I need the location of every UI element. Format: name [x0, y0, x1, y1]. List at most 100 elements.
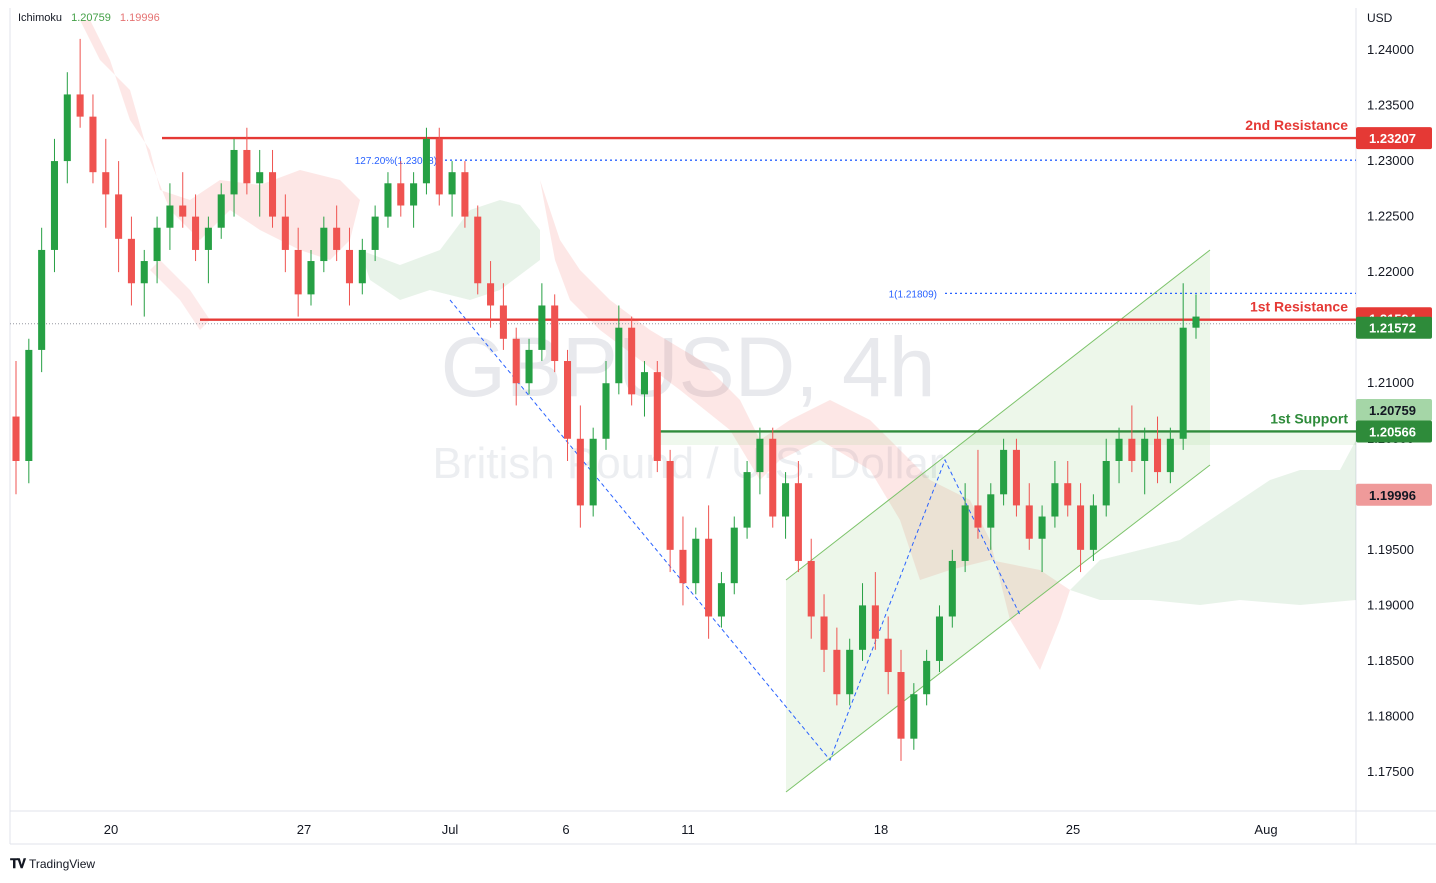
indicator-value-1: 1.20759: [71, 12, 111, 24]
candle-body: [1012, 449, 1020, 506]
candle-body: [846, 649, 854, 695]
tag-cloud-b: 1.19996: [1356, 483, 1432, 506]
candle-body: [666, 460, 674, 550]
candle-body: [935, 616, 944, 661]
x-tick-label: 20: [104, 822, 118, 837]
candle-body: [38, 249, 46, 350]
y-tick-label: 1.21000: [1367, 375, 1414, 390]
candle: [538, 283, 546, 362]
candle: [730, 516, 738, 595]
candle: [1000, 438, 1008, 506]
candle-body: [12, 416, 20, 461]
candle: [858, 583, 867, 661]
candle: [1128, 405, 1136, 473]
candle-body: [794, 483, 802, 561]
candle-body: [115, 194, 123, 239]
watermark-symbol: GBPUSD, 4h: [441, 320, 936, 414]
candle: [589, 427, 597, 517]
y-tick-label: 1.22500: [1367, 209, 1414, 224]
candle: [551, 294, 559, 373]
candle-body: [371, 216, 379, 250]
candle: [1038, 505, 1046, 573]
candle-body: [987, 494, 995, 528]
candle-body: [333, 227, 341, 250]
candle-body: [397, 183, 405, 206]
candle: [1166, 427, 1174, 484]
candle: [666, 449, 674, 573]
candle: [384, 172, 392, 228]
candle-body: [153, 227, 161, 262]
level-label-2: 1st Support: [1270, 410, 1348, 426]
candle: [166, 183, 174, 250]
candle: [923, 649, 931, 706]
candle-body: [743, 472, 751, 528]
candle-body: [166, 205, 174, 228]
candle: [1153, 416, 1162, 484]
candle: [153, 216, 161, 284]
candle-body: [499, 305, 507, 339]
candle: [320, 216, 328, 273]
candle-body: [140, 261, 148, 284]
candle: [833, 627, 841, 706]
candle: [25, 338, 33, 484]
candle: [268, 149, 277, 228]
candle: [756, 427, 764, 495]
tradingview-brand: TradingView: [29, 857, 96, 871]
candle: [1102, 438, 1110, 517]
candle: [1064, 460, 1072, 517]
candle-body: [474, 216, 482, 284]
candle: [12, 361, 20, 495]
candle: [63, 72, 71, 184]
cloud-bullish-2: [1070, 440, 1356, 605]
candle-body: [961, 505, 969, 561]
x-tick-label: Aug: [1254, 822, 1277, 837]
candle-body: [89, 116, 97, 173]
candle: [217, 183, 225, 239]
candle: [987, 483, 995, 550]
candle: [435, 127, 443, 206]
time-axis: 20 27 Jul 6 11 18 25 Aug: [104, 822, 1278, 837]
candle-body: [1089, 505, 1097, 550]
y-tick-label: 1.22000: [1367, 264, 1414, 279]
candle: [640, 361, 649, 417]
candle: [499, 283, 507, 350]
candle-body: [1115, 438, 1123, 461]
candle-body: [538, 305, 546, 350]
candle-body: [820, 616, 828, 650]
candle-body: [320, 227, 328, 262]
y-tick-label: 1.19000: [1367, 597, 1414, 612]
candle: [794, 460, 802, 573]
candles: [12, 38, 1200, 761]
candle-body: [807, 560, 815, 617]
candle-body: [640, 372, 649, 395]
candle-body: [1153, 438, 1162, 473]
fib-label-1: 1(1.21809): [889, 289, 937, 300]
tradingview-logo[interactable]: 𝐓𝐕 TradingView: [10, 856, 95, 872]
candle: [371, 205, 379, 262]
candle-body: [512, 338, 520, 384]
candle: [397, 161, 405, 217]
candle-body: [525, 349, 533, 384]
candle: [243, 127, 251, 195]
ichimoku-cloud: [80, 20, 1356, 670]
candle: [358, 238, 366, 295]
candle: [692, 527, 700, 595]
candle: [38, 227, 46, 373]
candle: [602, 361, 610, 450]
candle-body: [281, 216, 289, 250]
candle-body: [1192, 316, 1200, 328]
candle: [653, 361, 661, 473]
level-label-1: 1st Resistance: [1250, 299, 1348, 315]
cloud-bearish-1: [80, 20, 360, 260]
svg-text:Ichimoku 1.20759 1.199: Ichimoku 1.20759 1.19996: [18, 12, 160, 24]
cloud-bearish-3: [540, 180, 1070, 670]
y-tick-label: 1.18500: [1367, 653, 1414, 668]
tag-cloud-a: 1.20759: [1356, 399, 1432, 422]
candle-body: [589, 438, 597, 506]
watermark-name: British Pound / U.S. Dollar: [432, 439, 943, 488]
candle: [89, 94, 97, 184]
x-tick-label: Jul: [442, 822, 459, 837]
candle-body: [923, 660, 931, 695]
candle: [525, 338, 533, 395]
